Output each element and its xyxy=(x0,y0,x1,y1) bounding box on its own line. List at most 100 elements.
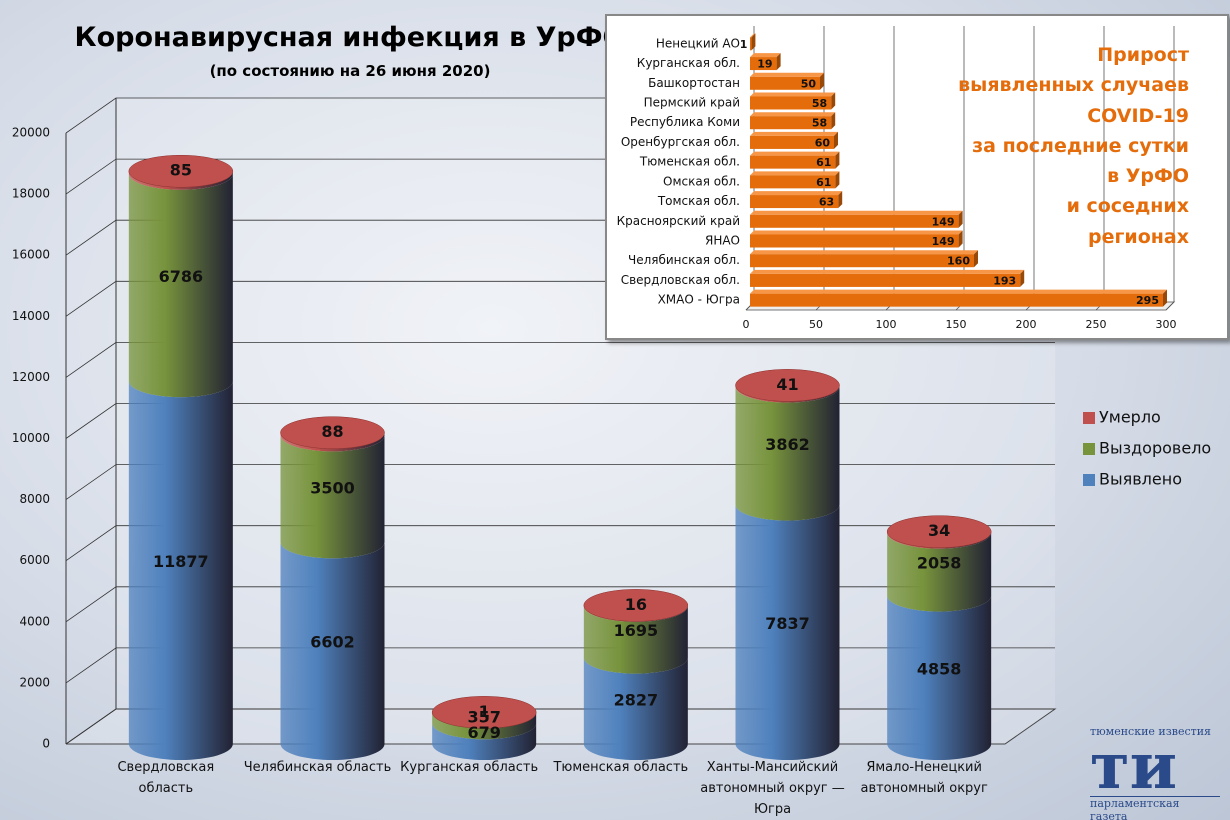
bar xyxy=(750,234,959,248)
bar-end xyxy=(958,210,963,228)
x-tick-label: 50 xyxy=(809,318,823,331)
x-tick-label: Ханты-Мансийский автономный округ — Югра xyxy=(700,760,845,817)
x-tick-label: 0 xyxy=(743,318,750,331)
data-label: 357 xyxy=(467,707,500,726)
data-label: 85 xyxy=(170,161,192,180)
x-tick-label: Тюменская область xyxy=(553,760,689,775)
data-label: 295 xyxy=(1136,294,1159,307)
data-label: 149 xyxy=(932,215,955,228)
y-tick-label: 18000 xyxy=(12,187,50,201)
bar xyxy=(750,37,752,51)
bar-top xyxy=(750,92,836,97)
data-label: 160 xyxy=(947,255,970,268)
x-tick-label: 150 xyxy=(946,318,967,331)
logo-top: тюменские известия xyxy=(1090,725,1211,738)
bar-end xyxy=(834,131,838,149)
y-tick-label: Башкортостан xyxy=(648,76,740,90)
data-label: 7837 xyxy=(765,614,810,633)
y-tick-label: 2000 xyxy=(19,675,50,689)
x-tick-label: Курганская область xyxy=(400,760,539,775)
bar-end xyxy=(820,72,824,90)
cylinder-segment xyxy=(735,386,840,521)
data-label: 6786 xyxy=(159,267,204,286)
legend-label: Умерло xyxy=(1099,408,1161,427)
bar-end xyxy=(835,151,840,169)
bar-end xyxy=(776,53,781,71)
x-tick-label: Свердловская область xyxy=(117,760,215,796)
cylinder-top xyxy=(886,515,992,548)
cylinder-segment xyxy=(280,542,385,760)
bar xyxy=(750,293,1163,307)
x-tick-label: 300 xyxy=(1156,318,1177,331)
x-tick-label: 250 xyxy=(1086,318,1107,331)
y-tick-label: 12000 xyxy=(12,370,50,384)
bar-end xyxy=(958,230,963,248)
bar-top xyxy=(750,269,1025,274)
bar xyxy=(750,116,832,130)
data-label: 11877 xyxy=(153,552,209,571)
bar xyxy=(750,273,1021,287)
bar xyxy=(750,195,839,209)
cylinder-segment xyxy=(432,723,537,760)
bar-end xyxy=(1020,269,1025,287)
logo-bottom: парламентская газета xyxy=(1090,796,1220,820)
data-label: 3862 xyxy=(765,435,810,454)
bar xyxy=(750,135,834,149)
data-label: 50 xyxy=(801,77,817,90)
bar-end xyxy=(838,191,843,209)
y-tick-label: 16000 xyxy=(12,248,50,262)
y-tick-label: ЯНАО xyxy=(705,234,740,248)
bar-top xyxy=(750,210,963,215)
legend-label: Выявлено xyxy=(1099,470,1182,489)
y-tick-label: Томская обл. xyxy=(657,194,740,208)
cylinder-segment xyxy=(128,381,233,760)
data-label: 19 xyxy=(757,58,772,71)
cylinder-top xyxy=(583,589,689,622)
grid-line xyxy=(1165,26,1175,311)
cylinder-segment xyxy=(128,173,233,398)
bar-top xyxy=(750,191,843,196)
x-tick-label: Ямало-Ненецкий автономный округ xyxy=(860,760,988,796)
y-tick-label: 4000 xyxy=(19,614,50,628)
bar-end xyxy=(1163,289,1167,307)
data-label: 41 xyxy=(776,375,798,394)
logo: тюменские известия ти парламентская газе… xyxy=(1090,725,1220,820)
y-tick-label: Пермский край xyxy=(644,96,740,110)
y-tick-label: Тюменская обл. xyxy=(639,155,740,169)
x-tick-label: 100 xyxy=(876,318,897,331)
bar xyxy=(750,175,836,189)
x-tick-label: 200 xyxy=(1016,318,1037,331)
bar-end xyxy=(831,112,836,130)
data-label: 2058 xyxy=(917,554,962,573)
data-label: 4858 xyxy=(917,659,962,678)
cylinder-segment xyxy=(432,712,537,740)
cylinder-top xyxy=(128,154,234,188)
legend-swatch xyxy=(1083,474,1095,486)
bar xyxy=(750,76,820,90)
bar-top xyxy=(750,131,838,136)
bar-top xyxy=(750,230,963,235)
cylinder-segment xyxy=(280,435,385,559)
data-label: 6602 xyxy=(310,633,355,652)
data-label: 61 xyxy=(816,176,831,189)
legend-swatch xyxy=(1083,412,1095,424)
legend-label: Выздоровело xyxy=(1099,439,1211,458)
bar xyxy=(750,214,959,228)
bar xyxy=(750,57,777,71)
data-label: 1695 xyxy=(614,621,659,640)
cylinder-top xyxy=(735,369,840,402)
y-tick-label: 10000 xyxy=(12,431,50,445)
data-label: 1 xyxy=(479,702,490,721)
data-label: 58 xyxy=(812,117,827,130)
data-label: 88 xyxy=(321,422,343,441)
y-tick-label: Свердловская обл. xyxy=(621,273,740,287)
data-label: 58 xyxy=(812,97,827,110)
cylinder-top xyxy=(431,696,537,729)
bar-end xyxy=(835,171,840,189)
data-label: 1 xyxy=(740,38,748,51)
bar-end xyxy=(831,92,836,110)
bar xyxy=(750,96,832,110)
y-tick-label: Оренбургская обл. xyxy=(621,135,740,149)
bar-top xyxy=(750,151,840,156)
data-label: 679 xyxy=(467,723,500,742)
